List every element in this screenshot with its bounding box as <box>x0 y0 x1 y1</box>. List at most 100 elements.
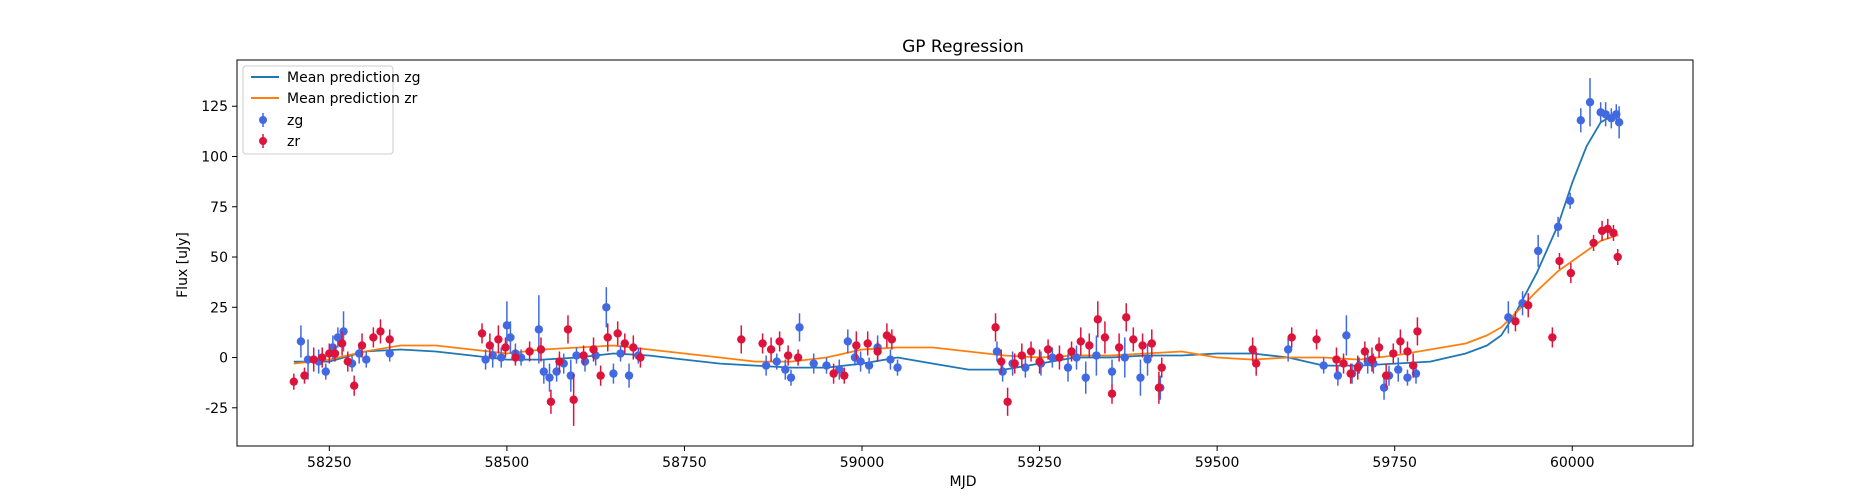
data-point-zr <box>300 371 309 380</box>
data-point-zr <box>603 333 612 342</box>
series-zr <box>289 218 1622 426</box>
data-point-zg <box>624 371 634 380</box>
data-point-zg <box>998 367 1007 376</box>
data-point-zr <box>525 347 534 356</box>
data-point-zg <box>385 349 394 358</box>
y-axis-label: Flux [uJy] <box>175 232 191 298</box>
data-point-zr <box>1114 343 1124 352</box>
data-point-zr <box>1017 351 1027 360</box>
data-point-zg <box>856 357 865 366</box>
data-point-zr <box>385 335 394 344</box>
data-point-zg <box>1565 196 1575 205</box>
data-point-zr <box>1589 238 1598 248</box>
data-point-zr <box>1093 315 1103 324</box>
data-point-zg <box>506 333 515 342</box>
data-point-zr <box>636 353 645 362</box>
legend-marker-zg <box>259 116 267 124</box>
data-point-zr <box>1548 333 1557 342</box>
data-point-zg <box>781 365 790 374</box>
legend-label-zr: zr <box>287 134 300 150</box>
data-point-zr <box>1396 337 1405 346</box>
x-tick-label: 58500 <box>485 455 530 471</box>
x-axis: 58250 58500 58750 59000 59250 59500 59750 60000 <box>307 446 1595 471</box>
data-point-zr <box>318 353 327 362</box>
data-point-zr <box>1524 301 1533 310</box>
y-tick-label: 0 <box>219 351 228 367</box>
data-point-zg <box>772 357 781 366</box>
y-tick-label: 75 <box>210 200 228 216</box>
data-point-zr <box>1413 327 1422 336</box>
x-tick-label: 58750 <box>662 455 707 471</box>
series-zg <box>296 78 1624 400</box>
data-point-zr <box>1157 363 1166 372</box>
data-point-zr <box>1389 349 1398 358</box>
x-tick-label: 59500 <box>1195 455 1240 471</box>
data-point-zr <box>1613 252 1622 262</box>
data-point-zg <box>1553 222 1563 232</box>
data-point-zg <box>809 359 818 368</box>
data-point-zr <box>1252 359 1261 368</box>
data-point-zr <box>1374 343 1384 352</box>
y-tick-label: 125 <box>201 99 228 115</box>
plot-area <box>289 78 1624 426</box>
data-point-zr <box>1339 359 1348 368</box>
data-point-zg <box>1379 383 1389 392</box>
data-point-zr <box>873 347 882 356</box>
data-point-zr <box>1129 335 1138 344</box>
data-point-zg <box>1504 313 1513 322</box>
data-point-zr <box>620 339 629 348</box>
data-point-zr <box>330 349 340 358</box>
data-point-zr <box>589 345 598 354</box>
data-point-zg <box>795 323 804 332</box>
data-point-zr <box>1360 347 1370 356</box>
data-point-zr <box>852 341 861 350</box>
data-point-zg <box>1048 353 1057 362</box>
data-point-zr <box>369 333 378 342</box>
data-point-zg <box>1092 351 1101 360</box>
data-point-zr <box>1511 317 1520 326</box>
data-point-zr <box>376 327 385 336</box>
data-point-zr <box>1076 337 1085 346</box>
data-point-zg <box>1585 98 1595 107</box>
data-point-zg <box>1120 353 1130 362</box>
data-point-zr <box>783 351 793 360</box>
data-point-zr <box>1100 333 1110 342</box>
x-axis-label: MJD <box>950 474 977 490</box>
data-point-zr <box>1138 341 1147 350</box>
legend-label-zg: zg <box>287 113 303 129</box>
data-point-zg <box>1063 363 1073 372</box>
data-point-zg <box>602 303 611 312</box>
data-point-zr <box>775 337 784 346</box>
data-point-zr <box>1248 345 1257 354</box>
data-point-zg <box>481 355 490 364</box>
data-point-zr <box>1147 339 1156 348</box>
data-point-zr <box>1381 371 1391 380</box>
data-point-zg <box>539 367 549 376</box>
data-point-zg <box>992 347 1002 356</box>
data-point-zr <box>1332 355 1341 364</box>
data-point-zr <box>1085 341 1094 350</box>
data-point-zr <box>863 339 872 348</box>
legend-marker-zr <box>259 137 267 145</box>
data-point-zr <box>349 381 359 390</box>
data-point-zr <box>494 335 503 344</box>
data-point-zr <box>309 355 318 364</box>
data-point-zr <box>1035 357 1044 366</box>
data-point-zg <box>1394 365 1403 374</box>
data-point-zr <box>737 335 746 344</box>
data-point-zr <box>629 343 638 352</box>
data-point-zr <box>536 345 546 354</box>
data-point-zr <box>1003 397 1012 406</box>
x-tick-label: 59000 <box>840 455 885 471</box>
y-tick-label: -25 <box>205 401 228 417</box>
data-point-zg <box>572 351 581 360</box>
data-point-zr <box>997 357 1006 366</box>
data-point-zr <box>793 353 803 362</box>
data-point-zg <box>339 327 348 336</box>
data-point-zg <box>333 333 343 342</box>
data-point-zg <box>296 337 306 346</box>
data-point-zr <box>563 325 573 334</box>
data-point-zr <box>337 339 347 348</box>
data-point-zr <box>1403 347 1412 356</box>
